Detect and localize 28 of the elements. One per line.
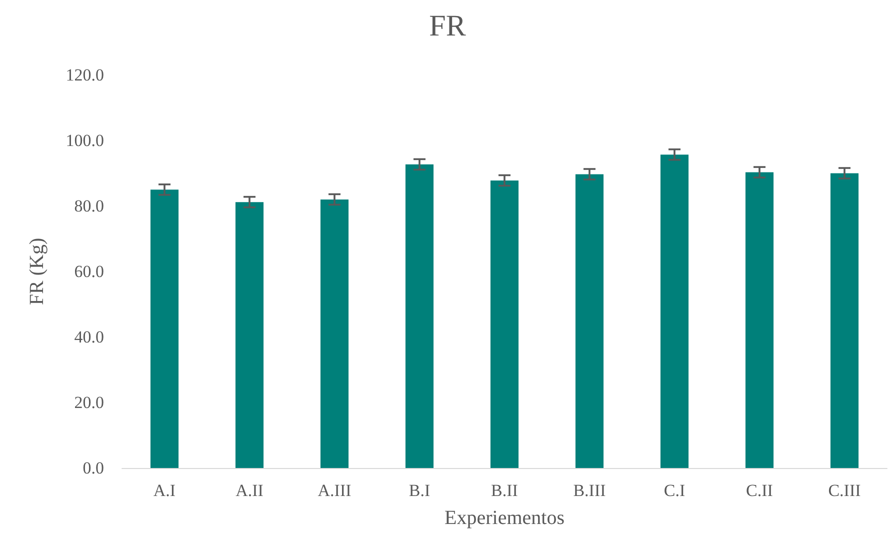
y-tick-label: 120.0 <box>66 66 104 84</box>
x-tick-label: C.III <box>828 481 862 500</box>
x-tick-label: C.II <box>746 481 774 500</box>
x-tick-label: B.I <box>408 481 430 500</box>
x-tick-label: A.I <box>153 481 176 500</box>
y-tick-label: 40.0 <box>74 328 104 346</box>
y-tick-label: 80.0 <box>74 196 104 216</box>
x-tick-label: C.I <box>664 481 686 500</box>
chart-title: FR <box>429 10 466 42</box>
bar <box>830 173 859 468</box>
bar <box>660 154 689 468</box>
x-tick-label: A.III <box>318 481 352 500</box>
x-tick-label: A.II <box>236 481 264 500</box>
bar <box>320 199 349 468</box>
bar <box>575 174 604 468</box>
x-tick-label: B.III <box>573 481 606 500</box>
x-tick-label: B.II <box>491 481 518 500</box>
bar <box>235 202 264 468</box>
y-axis-title: FR (Kg) <box>26 238 48 306</box>
bar <box>150 190 179 468</box>
x-axis-title: Experiementos <box>444 507 565 529</box>
bar <box>405 164 434 468</box>
y-tick-label: 60.0 <box>74 262 104 281</box>
y-tick-label: 20.0 <box>74 393 104 412</box>
bar <box>745 172 774 468</box>
bar <box>490 180 519 468</box>
y-tick-label: 0.0 <box>82 458 104 478</box>
y-tick-label: 100.0 <box>66 131 104 150</box>
